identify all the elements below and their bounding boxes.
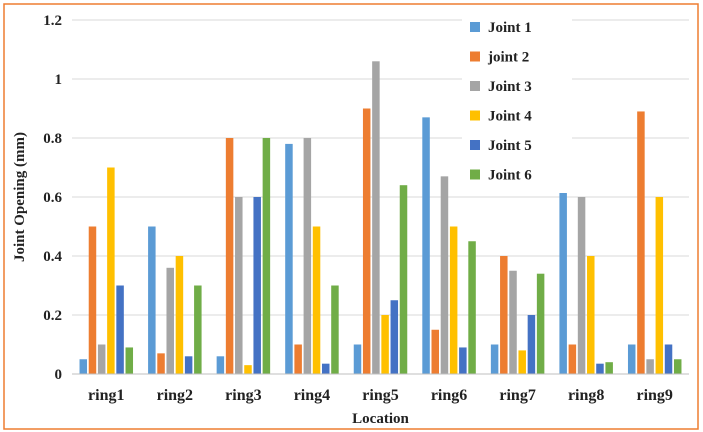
x-tick-label: ring4: [294, 387, 330, 404]
bar-ring2-joint-3: [166, 267, 174, 374]
chart-frame: [3, 3, 699, 430]
legend-swatch: [470, 22, 480, 32]
bar-ring3-joint-6: [262, 138, 271, 374]
bar-ring6-joint-6: [468, 241, 476, 374]
bar-ring6-joint-2: [431, 329, 440, 374]
y-tick-label: 0.2: [43, 308, 62, 324]
bar-ring1-joint-2: [88, 226, 97, 374]
bar-ring9-joint-5: [664, 344, 673, 374]
bar-ring9-joint-3: [646, 359, 654, 374]
bar-ring1-joint-6: [125, 347, 134, 374]
bar-ring9-joint-2: [637, 111, 645, 374]
y-tick-label: 0: [55, 367, 63, 383]
bar-ring7-joint-5: [527, 315, 536, 374]
bar-ring8-joint-1: [559, 167, 567, 374]
bar-ring6-joint-4: [449, 226, 458, 374]
bar-ring7-joint-2: [500, 256, 508, 374]
legend-background: [462, 14, 572, 193]
bar-ring3-joint-2: [225, 138, 234, 374]
bars: [79, 61, 682, 375]
y-tick-label: 1.2: [43, 13, 62, 29]
legend-entry: joint 2: [487, 50, 529, 66]
x-tick-label: ring3: [225, 387, 261, 404]
bar-ring1-joint-3: [97, 344, 106, 374]
x-tick-label: ring8: [568, 387, 604, 404]
bar-ring5-joint-5: [390, 300, 399, 374]
x-tick-label: ring2: [157, 387, 193, 404]
bar-ring1-joint-5: [116, 285, 124, 374]
bar-ring8-joint-4: [587, 256, 595, 374]
bar-ring4-joint-2: [294, 344, 302, 374]
bar-ring2-joint-6: [194, 285, 202, 374]
bar-ring4-joint-3: [303, 138, 312, 374]
bar-ring2-joint-4: [175, 256, 184, 374]
x-tick-labels: ring1 ring2 ring3 ring4 ring5 ring6 ring7 ring8…: [88, 387, 673, 404]
x-tick-label: ring7: [499, 387, 535, 404]
y-tick-label: 1: [55, 72, 63, 88]
legend-entry: Joint 1: [488, 20, 532, 36]
bar-ring9-joint-6: [673, 359, 682, 374]
bar-ring5-joint-4: [381, 315, 389, 374]
y-axis-title: Joint Opening (mm): [12, 132, 28, 262]
legend-entry: Joint 4: [488, 109, 532, 125]
bar-ring8-joint-2: [568, 344, 577, 374]
y-tick-labels: 0 0.2 0.4 0.6 0.8 1 1.2: [43, 13, 62, 383]
legend-swatch: [470, 169, 480, 180]
y-tick-label: 0.8: [43, 131, 62, 147]
bar-ring3-joint-1: [216, 356, 225, 374]
bar-ring4-joint-6: [331, 285, 339, 374]
bar-ring7-joint-3: [509, 270, 517, 374]
bar-ring7-joint-4: [518, 350, 526, 374]
bar-ring2-joint-1: [148, 226, 156, 374]
legend-swatch: [470, 81, 480, 91]
legend-swatch: [470, 51, 480, 62]
legend: Joint 1 joint 2 Joint 3 Joint 4 Joint 5 Joint…: [462, 14, 572, 193]
bar-ring6-joint-3: [440, 176, 449, 374]
y-tick-label: 0.6: [43, 190, 62, 206]
bar-ring8-joint-6: [605, 362, 613, 374]
bar-ring8-joint-5: [596, 363, 604, 374]
legend-swatch: [470, 140, 480, 150]
bar-ring3-joint-3: [235, 197, 243, 374]
bar-ring2-joint-5: [184, 356, 193, 374]
bar-ring5-joint-3: [372, 61, 380, 375]
bar-ring5-joint-6: [399, 185, 408, 374]
legend-entry: Joint 3: [488, 79, 532, 95]
bar-ring8-joint-3: [577, 197, 586, 374]
bar-ring4-joint-1: [285, 143, 293, 374]
x-axis-title: Location: [352, 411, 409, 427]
legend-entry: Joint 6: [488, 168, 532, 184]
y-tick-label: 0.4: [43, 249, 62, 265]
bar-ring5-joint-2: [362, 108, 371, 374]
bar-ring1-joint-1: [79, 359, 88, 374]
bar-ring6-joint-1: [422, 117, 430, 374]
x-tick-label: ring9: [636, 387, 672, 404]
gridlines: [72, 19, 689, 316]
x-tick-label: ring5: [362, 387, 398, 404]
bar-ring1-joint-4: [107, 167, 115, 374]
bar-ring6-joint-5: [459, 347, 467, 374]
legend-swatch: [470, 110, 480, 121]
bar-ring4-joint-4: [312, 226, 321, 374]
bar-ring3-joint-5: [253, 197, 261, 374]
legend-entry: Joint 5: [488, 138, 532, 154]
bar-ring9-joint-1: [627, 344, 636, 374]
bar-ring3-joint-4: [244, 365, 252, 374]
x-tick-label: ring1: [88, 387, 124, 404]
bar-ring9-joint-4: [655, 197, 664, 374]
bar-ring7-joint-6: [536, 273, 545, 374]
bar-ring7-joint-1: [490, 344, 499, 374]
x-tick-label: ring6: [431, 387, 467, 404]
bar-ring4-joint-5: [321, 363, 330, 374]
bar-ring2-joint-2: [157, 353, 165, 374]
bar-ring5-joint-1: [353, 344, 362, 374]
